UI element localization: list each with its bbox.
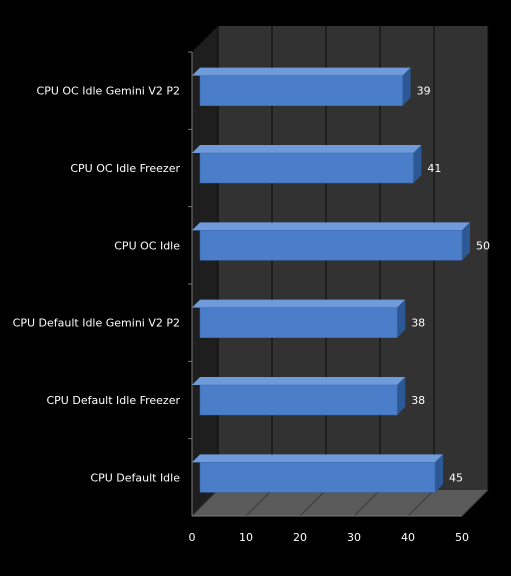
x-tick-label: 20 xyxy=(293,531,307,544)
floor-gridline xyxy=(353,489,381,517)
category-label: CPU Default Idle Gemini V2 P2 xyxy=(13,317,180,330)
bar-top-face xyxy=(192,67,411,76)
bar-front-face xyxy=(199,462,436,493)
category-label: CPU OC Idle Freezer xyxy=(70,162,180,175)
category-label: CPU OC Idle Gemini V2 P2 xyxy=(37,85,180,98)
bar xyxy=(192,377,406,416)
value-label: 41 xyxy=(427,162,441,175)
floor xyxy=(192,490,488,516)
x-tick-label: 0 xyxy=(189,531,196,544)
category-label: CPU OC Idle xyxy=(114,239,180,252)
bar-side-face xyxy=(397,299,406,338)
bar-top-face xyxy=(192,222,470,231)
bars xyxy=(192,67,470,493)
bar-top-face xyxy=(192,454,443,463)
bar-side-face xyxy=(402,67,411,106)
bar xyxy=(192,67,411,106)
value-label: 50 xyxy=(476,239,490,252)
bar-front-face xyxy=(199,152,414,184)
bar-front-face xyxy=(199,307,398,338)
bar-side-face xyxy=(397,377,406,415)
floor-gridline xyxy=(407,489,435,517)
floor-gridline xyxy=(245,489,273,517)
bar-top-face xyxy=(192,145,422,153)
x-tick-label: 30 xyxy=(347,531,361,544)
bar-side-face xyxy=(435,454,443,493)
bar xyxy=(192,454,443,493)
labels: 0 10 20 30 40 50 CPU OC Idle Gemini V2 P2 39 CPU… xyxy=(13,85,490,544)
axes xyxy=(188,51,462,517)
bar-front-face xyxy=(199,230,463,261)
bar-side-face xyxy=(413,145,422,183)
bar xyxy=(192,222,470,261)
value-label: 38 xyxy=(411,317,425,330)
floor-gridline xyxy=(191,489,219,517)
value-label: 38 xyxy=(411,394,425,407)
bar-front-face xyxy=(199,384,398,416)
x-tick-label: 50 xyxy=(455,531,469,544)
floor-gridline xyxy=(299,489,327,517)
bar xyxy=(192,145,422,184)
x-tick-label: 10 xyxy=(239,531,253,544)
category-label: CPU Default Idle Freezer xyxy=(46,394,180,407)
value-label: 39 xyxy=(417,85,431,98)
bar-front-face xyxy=(199,75,403,106)
floor-gridline xyxy=(461,489,489,517)
value-label: 45 xyxy=(449,471,463,484)
category-label: CPU Default Idle xyxy=(90,471,180,484)
x-tick-label: 40 xyxy=(401,531,415,544)
bar-top-face xyxy=(192,299,406,308)
bar-side-face xyxy=(462,222,470,261)
bar xyxy=(192,299,406,338)
bar-top-face xyxy=(192,377,406,385)
